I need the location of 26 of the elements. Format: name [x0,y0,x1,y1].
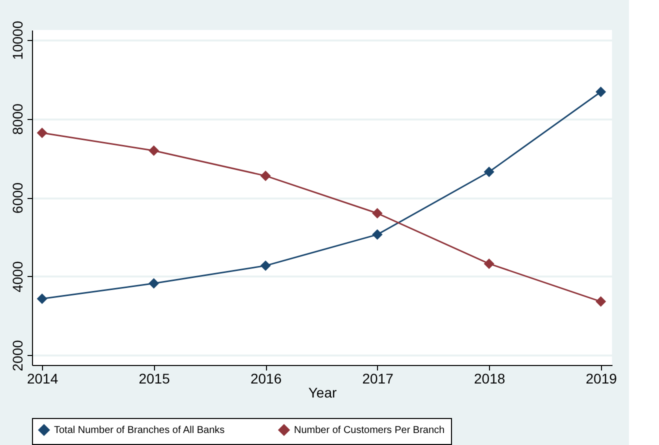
y-tick-label: 2000 [10,340,26,372]
y-tick-label: 10000 [10,20,26,60]
point [372,229,383,240]
point [36,294,48,304]
x-tick-label: 2018 [474,370,506,386]
point [148,278,160,289]
x-tick-label: 2017 [362,370,394,386]
x-tick-label: 2019 [586,370,618,386]
x-tick-label: 2014 [26,370,58,386]
legend-label: Total Number of Branches of All Banks [54,425,225,436]
point [36,128,48,138]
point [148,145,160,156]
y-tick-label: 6000 [10,182,26,214]
y-tick-label: 4000 [10,261,26,292]
point [260,260,271,271]
y-tick-label: 8000 [10,103,26,135]
point [260,170,271,182]
point [372,208,383,219]
point [596,86,606,98]
x-tick-label: 2015 [138,370,170,386]
point [484,166,494,178]
legend-label: Number of Customers Per Branch [294,425,445,436]
x-tick-label: 2016 [250,370,282,386]
point [596,296,606,307]
x-axis-title: Year [308,384,337,400]
point [484,258,494,269]
